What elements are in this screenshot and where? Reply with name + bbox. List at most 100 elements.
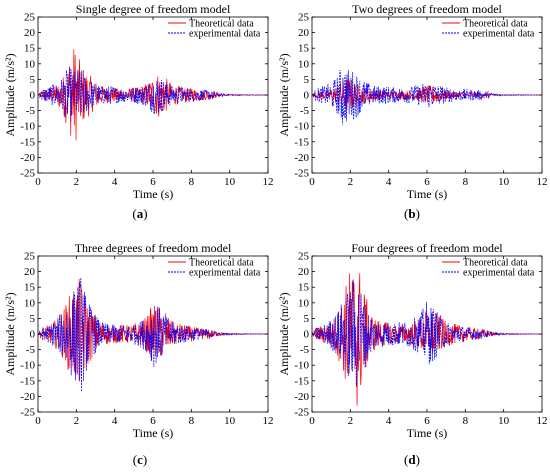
panel-caption: (b): [404, 206, 420, 221]
y-tick-label: -15: [294, 375, 309, 387]
x-tick-label: 8: [463, 415, 469, 427]
y-tick-label: -15: [20, 375, 35, 387]
y-tick-label: -20: [20, 391, 35, 403]
x-tick-label: 12: [537, 415, 548, 427]
y-tick-label: -25: [294, 407, 309, 419]
y-tick-label: 0: [304, 90, 310, 102]
y-tick-label: -20: [294, 391, 309, 403]
x-tick-label: 2: [74, 176, 80, 188]
y-tick-label: 20: [298, 27, 310, 39]
y-tick-label: -10: [294, 360, 309, 372]
x-tick-label: 8: [189, 176, 195, 188]
x-tick-label: 4: [386, 415, 392, 427]
y-tick-label: -10: [20, 121, 35, 133]
y-tick-label: 10: [298, 58, 310, 70]
x-tick-label: 4: [112, 176, 118, 188]
x-axis-label: Time (s): [407, 187, 448, 201]
y-tick-label: 15: [298, 282, 310, 294]
legend-label: Theoretical data: [189, 258, 254, 269]
y-axis-label: Amplitude (m/s²): [277, 292, 291, 375]
y-tick-label: 25: [24, 12, 36, 24]
y-tick-label: 25: [298, 251, 310, 263]
chart-title: Three degrees of freedom model: [75, 241, 232, 255]
y-tick-label: -5: [300, 344, 310, 356]
panel-c: 0 2 4 6 8 10 12 25 20 15 10 5 0 -5 -10 -15 -20 -25 Three d…: [3, 241, 274, 467]
panel-caption: (c): [133, 452, 147, 467]
x-tick-label: 8: [189, 415, 195, 427]
x-tick-label: 6: [150, 176, 156, 188]
series-experimental-line: [37, 66, 269, 123]
series-theoretical-line: [311, 79, 542, 111]
x-tick-label: 2: [74, 415, 80, 427]
x-tick-label: 6: [150, 415, 156, 427]
y-tick-label: 5: [30, 74, 36, 86]
y-tick-label: 10: [298, 297, 310, 309]
series-theoretical-line: [37, 49, 268, 141]
y-tick-label: 15: [24, 43, 36, 55]
y-tick-label: 0: [30, 329, 36, 341]
x-tick-label: 6: [424, 176, 430, 188]
legend-label: experimental data: [189, 268, 261, 279]
x-tick-label: 0: [309, 176, 315, 188]
x-tick-label: 10: [498, 176, 510, 188]
series-experimental-line: [311, 279, 542, 387]
x-tick-label: 6: [424, 415, 430, 427]
legend-label: Theoretical data: [463, 19, 528, 30]
series-theoretical-line: [37, 279, 268, 382]
y-tick-label: 10: [24, 58, 36, 70]
x-tick-label: 12: [263, 415, 274, 427]
y-tick-label: 20: [298, 266, 310, 278]
chart-title: Single degree of freedom model: [76, 2, 231, 16]
panel-d: 0 2 4 6 8 10 12 25 20 15 10 5 0 -5 -10 -15 -20 -25 Four de…: [277, 241, 548, 467]
y-tick-label: 15: [24, 282, 36, 294]
y-tick-label: 5: [304, 313, 310, 325]
x-axis-label: Time (s): [133, 187, 174, 201]
y-tick-label: -20: [20, 152, 35, 164]
y-tick-label: -10: [20, 360, 35, 372]
panel-a: 0 2 4 6 8 10 12 25 20 15 10 5 0 -5 -10 -15 -20 -25 Single …: [3, 2, 274, 221]
series-experimental-line: [311, 70, 543, 125]
y-tick-label: -10: [294, 121, 309, 133]
x-axis-label: Time (s): [133, 426, 174, 440]
y-tick-label: 5: [304, 74, 310, 86]
y-tick-label: 0: [30, 90, 36, 102]
y-tick-label: 5: [30, 313, 36, 325]
chart-title: Two degrees of freedom model: [352, 2, 502, 16]
x-tick-label: 0: [35, 415, 41, 427]
legend-label: experimental data: [189, 29, 261, 40]
y-tick-label: -25: [20, 168, 35, 180]
panel-b: 0 2 4 6 8 10 12 25 20 15 10 5 0 -5 -10 -15 -20 -25 Two deg…: [277, 2, 548, 221]
x-tick-label: 4: [112, 415, 118, 427]
y-tick-label: 25: [24, 251, 36, 263]
x-tick-label: 2: [348, 176, 354, 188]
y-tick-label: 20: [24, 27, 36, 39]
y-tick-label: 15: [298, 43, 310, 55]
y-axis-label: Amplitude (m/s²): [277, 53, 291, 136]
x-tick-label: 4: [386, 176, 392, 188]
y-tick-label: -25: [20, 407, 35, 419]
chart-title: Four degrees of freedom model: [351, 241, 503, 255]
x-tick-label: 10: [224, 176, 236, 188]
x-tick-label: 2: [348, 415, 354, 427]
y-tick-label: -25: [294, 168, 309, 180]
x-axis-label: Time (s): [407, 426, 448, 440]
y-tick-label: 0: [304, 329, 310, 341]
y-tick-label: -15: [294, 136, 309, 148]
x-tick-label: 12: [537, 176, 548, 188]
x-tick-label: 10: [498, 415, 510, 427]
series-experimental-line: [37, 277, 269, 392]
x-tick-label: 0: [35, 176, 41, 188]
y-tick-label: 25: [298, 12, 310, 24]
x-tick-label: 10: [224, 415, 236, 427]
legend-label: experimental data: [463, 29, 535, 40]
y-tick-label: -15: [20, 136, 35, 148]
y-axis-label: Amplitude (m/s²): [3, 292, 17, 375]
panel-caption: (d): [404, 452, 420, 467]
y-tick-label: 20: [24, 266, 36, 278]
series-theoretical-line: [311, 273, 543, 406]
x-tick-label: 12: [263, 176, 274, 188]
x-tick-label: 8: [463, 176, 469, 188]
y-tick-label: -20: [294, 152, 309, 164]
panel-caption: (a): [132, 206, 147, 221]
